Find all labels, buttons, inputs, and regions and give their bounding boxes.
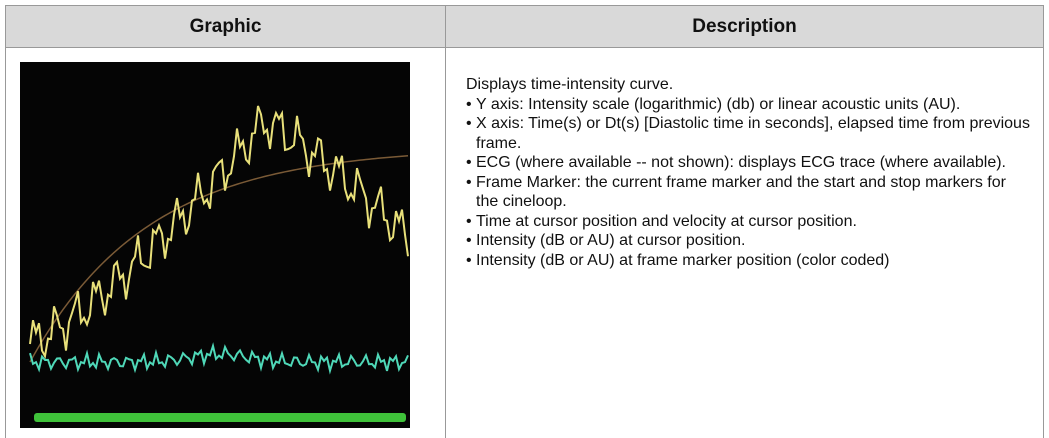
reference-trace bbox=[29, 342, 409, 375]
intro: Displays time-intensity curve. bbox=[466, 76, 674, 93]
item: Intensity (dB or AU) at frame marker pos… bbox=[476, 251, 1031, 271]
image-background bbox=[20, 62, 410, 428]
item: ECG (where available -- not shown): disp… bbox=[476, 153, 1031, 173]
description-cell bbox=[445, 48, 1044, 438]
intensity-trace bbox=[29, 105, 409, 360]
description: Displays time-intensity curve. Y axis: I… bbox=[466, 75, 1031, 270]
frame-bar bbox=[34, 413, 406, 422]
item: Intensity (dB or AU) at cursor position. bbox=[476, 231, 1031, 251]
header-text: Description bbox=[692, 15, 797, 37]
item: Frame Marker: the current frame marker a… bbox=[476, 173, 1031, 212]
item: Y axis: Intensity scale (logarithmic) (d… bbox=[476, 95, 1031, 115]
fit-curve bbox=[29, 155, 409, 363]
item: Time at cursor position and velocity at … bbox=[476, 212, 1031, 232]
header-cell: Description bbox=[445, 5, 1044, 48]
item-list: Y axis: Intensity scale (logarithmic) (d… bbox=[466, 95, 1031, 271]
header-cell: Graphic bbox=[5, 5, 446, 48]
graphic-image bbox=[20, 62, 410, 428]
header-text: Graphic bbox=[189, 15, 262, 37]
item: X axis: Time(s) or Dt(s) [Diastolic time… bbox=[476, 114, 1031, 153]
